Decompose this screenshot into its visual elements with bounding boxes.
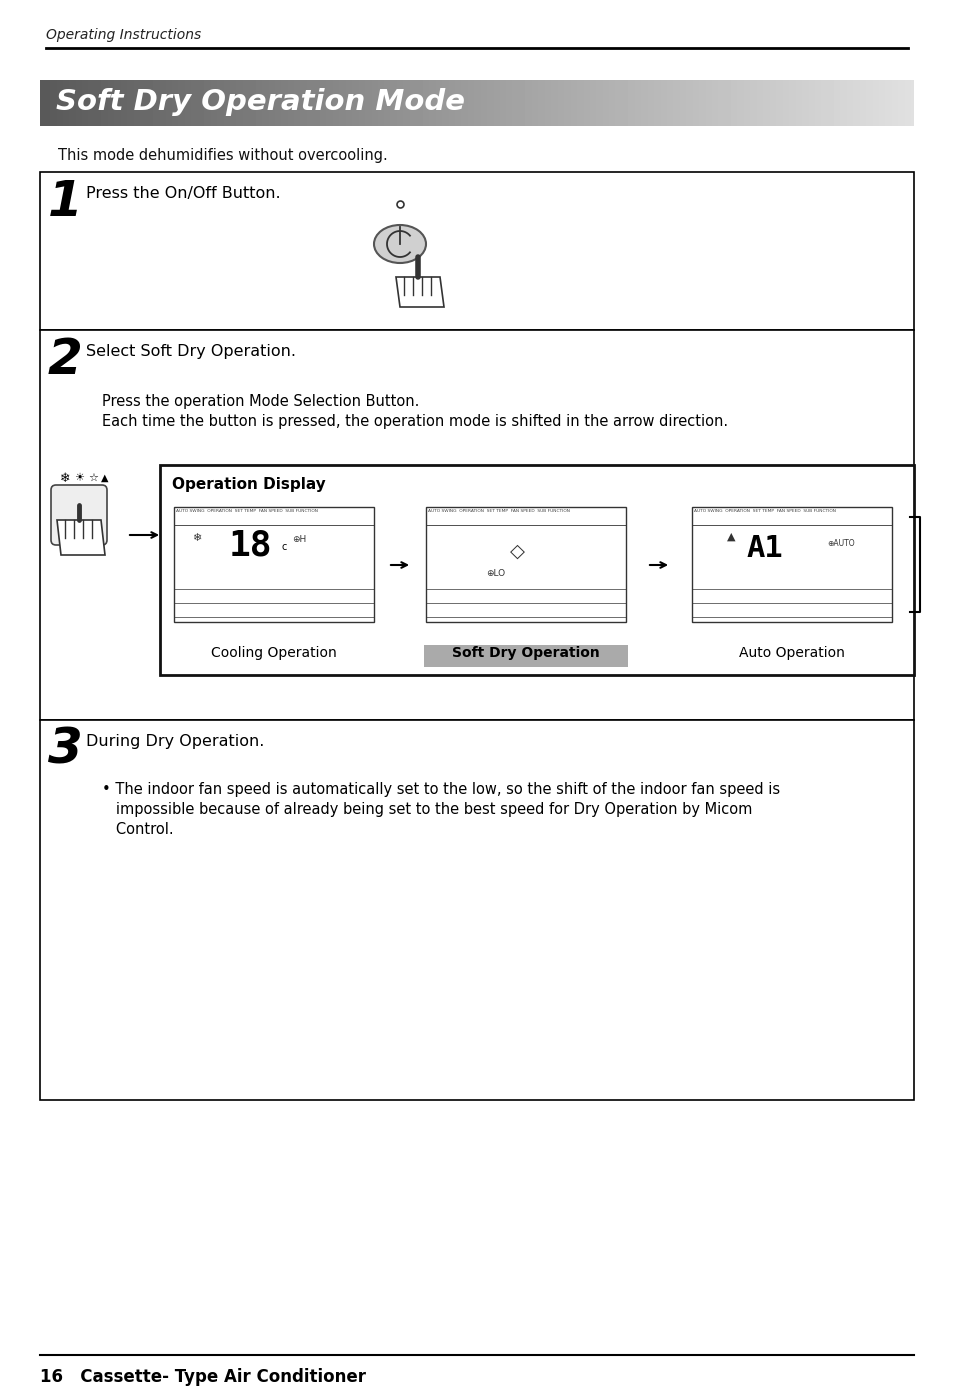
Text: ☆: ☆ [88, 473, 98, 483]
Text: Soft Dry Operation: Soft Dry Operation [452, 646, 599, 660]
Text: During Dry Operation.: During Dry Operation. [86, 734, 264, 748]
Text: ▲: ▲ [101, 473, 109, 483]
Text: 2: 2 [48, 336, 83, 383]
Bar [160, 464, 913, 674]
Bar [40, 172, 913, 330]
Text: Control.: Control. [102, 823, 173, 837]
Text: ◇: ◇ [510, 541, 524, 561]
Text: Cooling Operation: Cooling Operation [211, 646, 336, 660]
Text: This mode dehumidifies without overcooling.: This mode dehumidifies without overcooli… [58, 148, 387, 164]
Polygon shape [395, 277, 443, 306]
Text: Operation Display: Operation Display [172, 477, 325, 492]
Text: 16   Cassette- Type Air Conditioner: 16 Cassette- Type Air Conditioner [40, 1368, 366, 1386]
Bar [423, 645, 627, 667]
Ellipse shape [374, 225, 426, 263]
Text: 3: 3 [48, 726, 83, 774]
Polygon shape [57, 520, 105, 555]
Text: ❄: ❄ [60, 471, 71, 484]
FancyBboxPatch shape [51, 485, 107, 546]
Text: Operating Instructions: Operating Instructions [46, 28, 201, 42]
Bar [426, 506, 625, 623]
Text: c: c [282, 541, 287, 553]
Text: 1: 1 [48, 178, 83, 227]
Text: AUTO SWING  OPERATION  SET TEMP  FAN SPEED  SUB FUNCTION: AUTO SWING OPERATION SET TEMP FAN SPEED … [175, 509, 317, 513]
Text: ⊕LO: ⊕LO [485, 569, 504, 578]
Text: Select Soft Dry Operation.: Select Soft Dry Operation. [86, 344, 295, 360]
Text: • The indoor fan speed is automatically set to the low, so the shift of the indo: • The indoor fan speed is automatically … [102, 782, 780, 797]
Text: Soft Dry Operation Mode: Soft Dry Operation Mode [56, 88, 464, 116]
Text: A1: A1 [746, 534, 783, 562]
Text: AUTO SWING  OPERATION  SET TEMP  FAN SPEED  SUB FUNCTION: AUTO SWING OPERATION SET TEMP FAN SPEED … [428, 509, 569, 513]
Text: ▲: ▲ [726, 532, 735, 541]
Text: AUTO SWING  OPERATION  SET TEMP  FAN SPEED  SUB FUNCTION: AUTO SWING OPERATION SET TEMP FAN SPEED … [693, 509, 835, 513]
Text: ❄: ❄ [192, 533, 201, 543]
Text: 18: 18 [229, 529, 273, 562]
Bar [40, 720, 913, 1100]
Text: Press the operation Mode Selection Button.: Press the operation Mode Selection Butto… [102, 395, 419, 409]
Text: ☀: ☀ [74, 473, 84, 483]
Bar [40, 330, 913, 720]
Text: Auto Operation: Auto Operation [739, 646, 844, 660]
Text: ⊕H: ⊕H [292, 534, 306, 544]
Text: ⊕AUTO: ⊕AUTO [826, 539, 854, 548]
Text: impossible because of already being set to the best speed for Dry Operation by M: impossible because of already being set … [102, 802, 752, 817]
Bar [173, 506, 374, 623]
Text: Each time the button is pressed, the operation mode is shifted in the arrow dire: Each time the button is pressed, the ope… [102, 414, 727, 429]
Bar [691, 506, 891, 623]
Text: Press the On/Off Button.: Press the On/Off Button. [86, 186, 280, 201]
